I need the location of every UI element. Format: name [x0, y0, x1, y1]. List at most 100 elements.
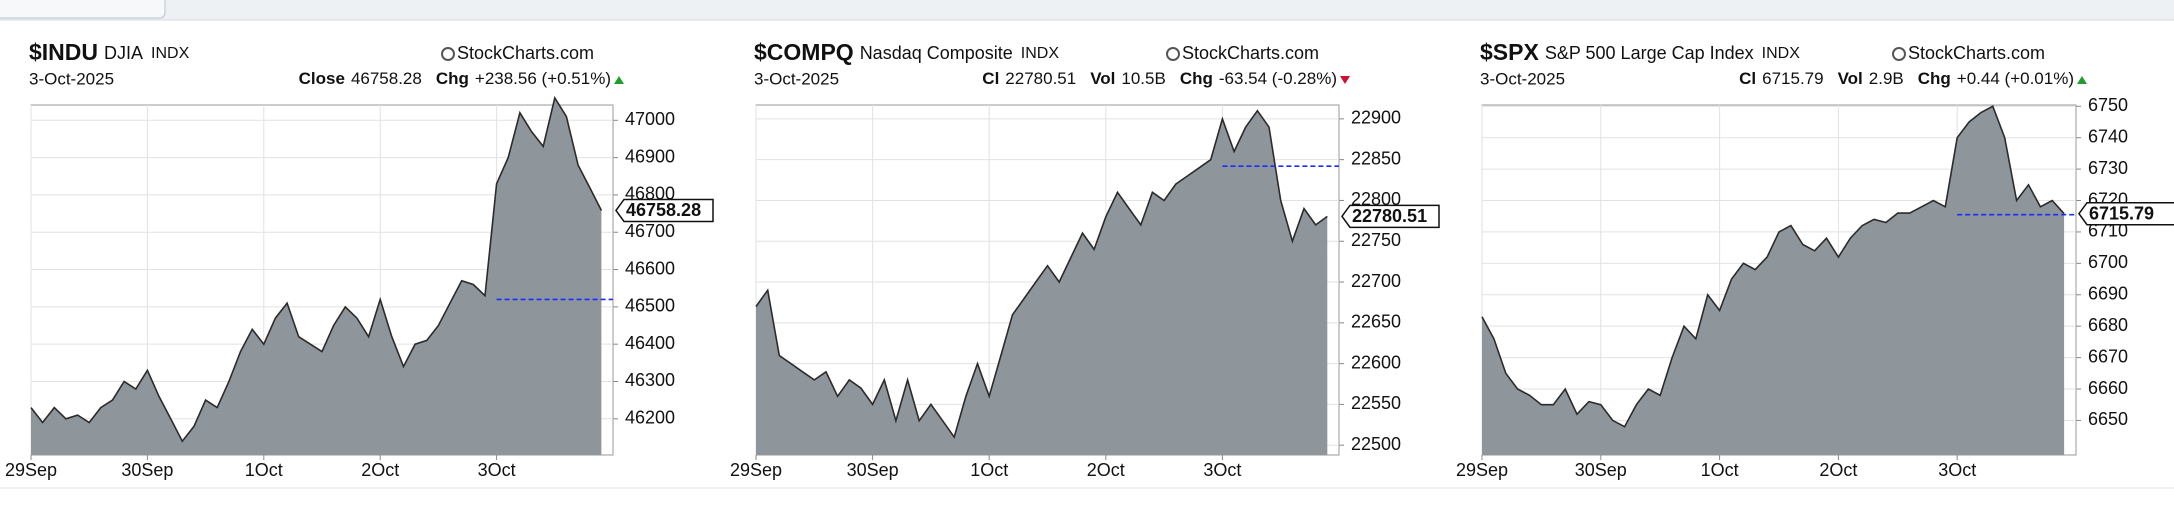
- symbol: $SPX: [1480, 39, 1539, 65]
- symbol: $INDU: [29, 39, 98, 65]
- index-name: DJIA: [104, 43, 143, 63]
- y-tick-label: 46200: [625, 408, 675, 428]
- price-line: [1481, 105, 2065, 428]
- chg-label: Chg: [1918, 69, 1951, 88]
- y-tick-label: 22550: [1351, 393, 1401, 413]
- exchange: INDX: [151, 45, 190, 62]
- price-line: [30, 95, 603, 443]
- vol-value: 2.9B: [1869, 69, 1904, 88]
- x-tick-label: 1Oct: [970, 460, 1008, 480]
- top-bar: [0, 0, 2174, 20]
- symbol-header: $INDU DJIA INDX: [29, 39, 190, 65]
- vol-value: 10.5B: [1121, 69, 1165, 88]
- symbol-header: $COMPQ Nasdaq Composite INDX: [754, 39, 1059, 65]
- close-value: 6715.79: [1762, 69, 1823, 88]
- close-value: 22780.51: [1005, 69, 1076, 88]
- change-arrow: [2077, 76, 2087, 84]
- close-label: Close: [299, 69, 345, 88]
- y-tick-label: 46600: [625, 258, 675, 278]
- y-tick-label: 46900: [625, 146, 675, 166]
- y-tick-label: 6700: [2088, 252, 2128, 272]
- chg-value: -63.54 (-0.28%): [1219, 69, 1337, 88]
- x-tick-label: 29Sep: [5, 460, 57, 480]
- x-tick-label: 1Oct: [1701, 460, 1739, 480]
- x-tick-label: 2Oct: [361, 460, 399, 480]
- chg-value: +0.44 (+0.01%): [1957, 69, 2074, 88]
- chg-label: Chg: [436, 69, 469, 88]
- y-tick-label: 22850: [1351, 148, 1401, 168]
- exchange: INDX: [1021, 45, 1060, 62]
- x-tick-label: 29Sep: [1456, 460, 1508, 480]
- x-tick-label: 29Sep: [730, 460, 782, 480]
- price-line: [755, 109, 1328, 439]
- y-tick-label: 6710: [2088, 221, 2128, 241]
- y-tick-label: 22800: [1351, 189, 1401, 209]
- y-tick-label: 22500: [1351, 434, 1401, 454]
- quote-line: Cl 22780.51 Vol 10.5B Chg -63.54 (-0.28%): [982, 69, 1337, 88]
- y-tick-label: 22600: [1351, 352, 1401, 372]
- x-tick-label: 3Oct: [1938, 460, 1976, 480]
- watermark: StockCharts.com: [1182, 43, 1319, 63]
- area: [1482, 106, 2065, 456]
- y-tick-label: 6730: [2088, 158, 2128, 178]
- y-tick-label: 22650: [1351, 312, 1401, 332]
- watermark: StockCharts.com: [457, 43, 594, 63]
- watermark-icon: [1166, 47, 1180, 61]
- y-tick-label: 46800: [625, 184, 675, 204]
- tab-button[interactable]: [0, 0, 166, 19]
- index-name: Nasdaq Composite: [860, 43, 1013, 63]
- last-value-label: 46758.28: [626, 200, 701, 220]
- index-name: S&P 500 Large Cap Index: [1545, 43, 1754, 63]
- y-tick-label: 22900: [1351, 108, 1401, 128]
- chg-value: +238.56 (+0.51%): [475, 69, 611, 88]
- change-arrow: [1340, 76, 1350, 84]
- exchange: INDX: [1762, 45, 1801, 62]
- x-tick-label: 2Oct: [1819, 460, 1857, 480]
- x-tick-label: 30Sep: [121, 460, 173, 480]
- y-tick-label: 6670: [2088, 346, 2128, 366]
- x-tick-label: 2Oct: [1087, 460, 1125, 480]
- date: 3-Oct-2025: [754, 69, 839, 88]
- quote-line: Cl 6715.79 Vol 2.9B Chg +0.44 (+0.01%): [1739, 69, 2074, 88]
- quote-line: Close 46758.28 Chg +238.56 (+0.51%): [299, 69, 611, 88]
- x-tick-label: 30Sep: [1575, 460, 1627, 480]
- date: 3-Oct-2025: [29, 69, 114, 88]
- y-tick-label: 6750: [2088, 95, 2128, 115]
- symbol-header: $SPX S&P 500 Large Cap Index INDX: [1480, 39, 1800, 65]
- y-tick-label: 6740: [2088, 126, 2128, 146]
- symbol: $COMPQ: [754, 39, 854, 65]
- y-tick-label: 22700: [1351, 271, 1401, 291]
- date: 3-Oct-2025: [1480, 69, 1565, 88]
- chg-label: Chg: [1180, 69, 1213, 88]
- x-tick-label: 1Oct: [245, 460, 283, 480]
- area: [31, 97, 602, 456]
- y-tick-label: 46700: [625, 221, 675, 241]
- x-tick-label: 30Sep: [847, 460, 899, 480]
- y-tick-label: 6690: [2088, 284, 2128, 304]
- vol-label: Vol: [1090, 69, 1115, 88]
- y-tick-label: 46500: [625, 296, 675, 316]
- close-label: Cl: [1739, 69, 1756, 88]
- x-tick-label: 3Oct: [478, 460, 516, 480]
- last-value-label: 6715.79: [2089, 203, 2154, 223]
- last-value-tag: [615, 198, 714, 223]
- area: [756, 110, 1328, 455]
- last-value-label: 22780.51: [1352, 206, 1427, 226]
- vol-label: Vol: [1838, 69, 1863, 88]
- close-label: Cl: [982, 69, 999, 88]
- y-tick-label: 46300: [625, 370, 675, 390]
- last-value-tag: [2078, 201, 2174, 226]
- change-arrow: [614, 76, 624, 84]
- watermark-icon: [441, 47, 455, 61]
- x-tick-label: 3Oct: [1203, 460, 1241, 480]
- y-tick-label: 6680: [2088, 315, 2128, 335]
- y-tick-label: 6650: [2088, 409, 2128, 429]
- y-tick-label: 47000: [625, 109, 675, 129]
- y-tick-label: 6660: [2088, 378, 2128, 398]
- close-value: 46758.28: [351, 69, 422, 88]
- y-tick-label: 46400: [625, 333, 675, 353]
- watermark-icon: [1892, 47, 1906, 61]
- last-value-tag: [1341, 204, 1440, 229]
- watermark: StockCharts.com: [1908, 43, 2045, 63]
